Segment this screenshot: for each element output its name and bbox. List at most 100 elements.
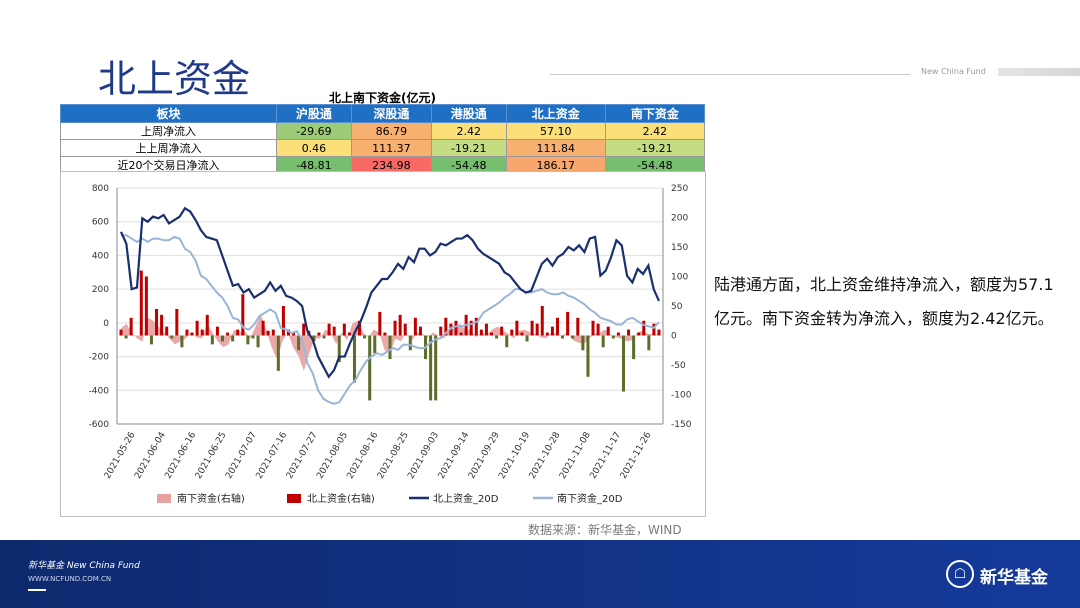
- y-left-tick-label: 800: [92, 184, 109, 194]
- y-right-tick-label: 100: [671, 273, 688, 283]
- y-right-tick-label: 0: [671, 332, 677, 342]
- north-flow-bar: [439, 326, 443, 336]
- table-row: 上上周净流入 0.46 111.37 -19.21 111.84 -19.21: [60, 139, 706, 157]
- north-flow-bar: [231, 335, 235, 342]
- x-tick-label: 2021-10-28: [528, 430, 563, 481]
- header-cell: 港股通: [430, 104, 507, 123]
- north-flow-bar: [317, 332, 321, 336]
- north-flow-bar: [205, 314, 209, 336]
- north-flow-bar: [540, 306, 544, 336]
- x-tick-label: 2021-06-04: [133, 430, 168, 481]
- x-tick-label: 2021-07-27: [285, 431, 320, 481]
- y-right-tick-label: 200: [671, 214, 688, 224]
- north-flow-bar: [545, 332, 549, 336]
- north-flow-bar: [444, 317, 448, 336]
- north-flow-bar: [505, 335, 509, 348]
- north-flow-bar: [302, 323, 306, 336]
- x-tick-label: 2021-11-26: [619, 430, 654, 481]
- north-flow-bar: [495, 335, 499, 339]
- north-flow-bar: [657, 329, 661, 336]
- north-flow-bar: [342, 323, 346, 336]
- x-tick-label: 2021-11-17: [588, 431, 623, 481]
- north-flow-bar: [251, 335, 255, 339]
- north-flow-bar: [418, 326, 422, 336]
- y-right-tick-label: 150: [671, 243, 688, 253]
- north-flow-bar: [160, 314, 164, 336]
- header-cell: 沪股通: [276, 104, 352, 123]
- north-flow-bar: [525, 335, 529, 342]
- north-flow-bar: [363, 335, 367, 339]
- north-flow-bar: [550, 326, 554, 336]
- footer-bar: 新华基金 New China Fund WWW.NCFUND.COM.CN ☖ …: [0, 540, 1080, 608]
- north-flow-bar: [358, 320, 362, 336]
- north-flow-bar: [606, 326, 610, 336]
- north-flow-bar: [469, 320, 473, 336]
- row-label: 上上周净流入: [60, 139, 277, 157]
- north-flow-bar: [241, 294, 245, 336]
- north-flow-bar: [520, 332, 524, 336]
- header-cell: 南下资金: [604, 104, 706, 123]
- table-cell: 2.42: [604, 122, 706, 140]
- north-flow-bar: [388, 335, 392, 360]
- brand-bar: [998, 68, 1080, 76]
- header-cell: 北上资金: [505, 104, 606, 123]
- north-flow-bar: [271, 329, 275, 336]
- north-flow-bar: [149, 335, 153, 345]
- table-cell: -19.21: [430, 139, 507, 157]
- north-flow-bar: [276, 335, 280, 371]
- north-flow-bar: [165, 326, 169, 336]
- legend-label: 北上资金(右轴): [307, 492, 375, 505]
- north-flow-bar: [408, 335, 412, 351]
- north-flow-bar: [510, 329, 514, 336]
- y-left-tick-label: 600: [92, 218, 109, 228]
- table-row: 上周净流入 -29.69 86.79 2.42 57.10 2.42: [60, 122, 706, 140]
- table-cell: -19.21: [604, 139, 706, 157]
- y-right-tick-label: -100: [671, 391, 692, 401]
- table-cell: 111.84: [505, 139, 606, 157]
- north-flow-bar: [180, 335, 184, 348]
- y-left-tick-label: -200: [89, 353, 110, 363]
- north-flow-bar: [378, 311, 382, 336]
- legend-swatch: [287, 494, 301, 503]
- north-flow-bar: [256, 335, 260, 348]
- table-cell: -54.48: [604, 156, 706, 174]
- north-flow-bar: [535, 323, 539, 336]
- north-flow-bar: [474, 317, 478, 336]
- north-flow-bar: [170, 335, 174, 339]
- north-flow-bar: [490, 332, 494, 336]
- data-source: 数据来源：新华基金，WIND: [528, 523, 682, 537]
- x-tick-label: 2021-08-25: [376, 431, 411, 481]
- north-flow-bar: [200, 329, 204, 336]
- north-flow-bar: [297, 335, 301, 351]
- north-flow-bar: [398, 314, 402, 336]
- x-tick-label: 2021-07-16: [255, 430, 290, 481]
- north-flow-bar: [459, 332, 463, 336]
- x-tick-label: 2021-11-08: [558, 430, 593, 481]
- north-flow-bar: [500, 326, 504, 336]
- north-flow-bar: [195, 320, 199, 336]
- x-tick-label: 2021-09-29: [467, 430, 502, 481]
- table-cell: 111.37: [350, 139, 432, 157]
- flow-table: 板块 沪股通 深股通 港股通 北上资金 南下资金 上周净流入 -29.69 86.7…: [60, 104, 706, 174]
- north-flow-bar: [555, 317, 559, 336]
- y-right-tick-label: 250: [671, 184, 688, 194]
- brand-divider: [550, 74, 910, 75]
- south-20d-line: [121, 234, 660, 405]
- north-flow-bar: [368, 335, 372, 401]
- y-right-tick-label: -150: [671, 420, 692, 430]
- commentary-text: 陆港通方面，北上资金维持净流入，额度为57.1亿元。南下资金转为净流入，额度为2…: [714, 275, 1054, 328]
- table-cell: 0.46: [276, 139, 352, 157]
- north-flow-bar: [576, 317, 580, 336]
- north-flow-bar: [454, 320, 458, 336]
- north-flow-bar: [185, 329, 189, 336]
- north-flow-bar: [611, 335, 615, 339]
- page-title: 北上资金: [98, 57, 251, 101]
- x-tick-label: 2021-06-16: [163, 430, 198, 481]
- table-cell: 2.42: [430, 122, 507, 140]
- north-flow-bar: [586, 335, 590, 377]
- north-flow-bar: [596, 323, 600, 336]
- north-flow-bar: [139, 270, 143, 336]
- north-flow-bar: [591, 320, 595, 336]
- y-left-tick-label: -600: [89, 420, 110, 430]
- north-flow-bar: [479, 329, 483, 336]
